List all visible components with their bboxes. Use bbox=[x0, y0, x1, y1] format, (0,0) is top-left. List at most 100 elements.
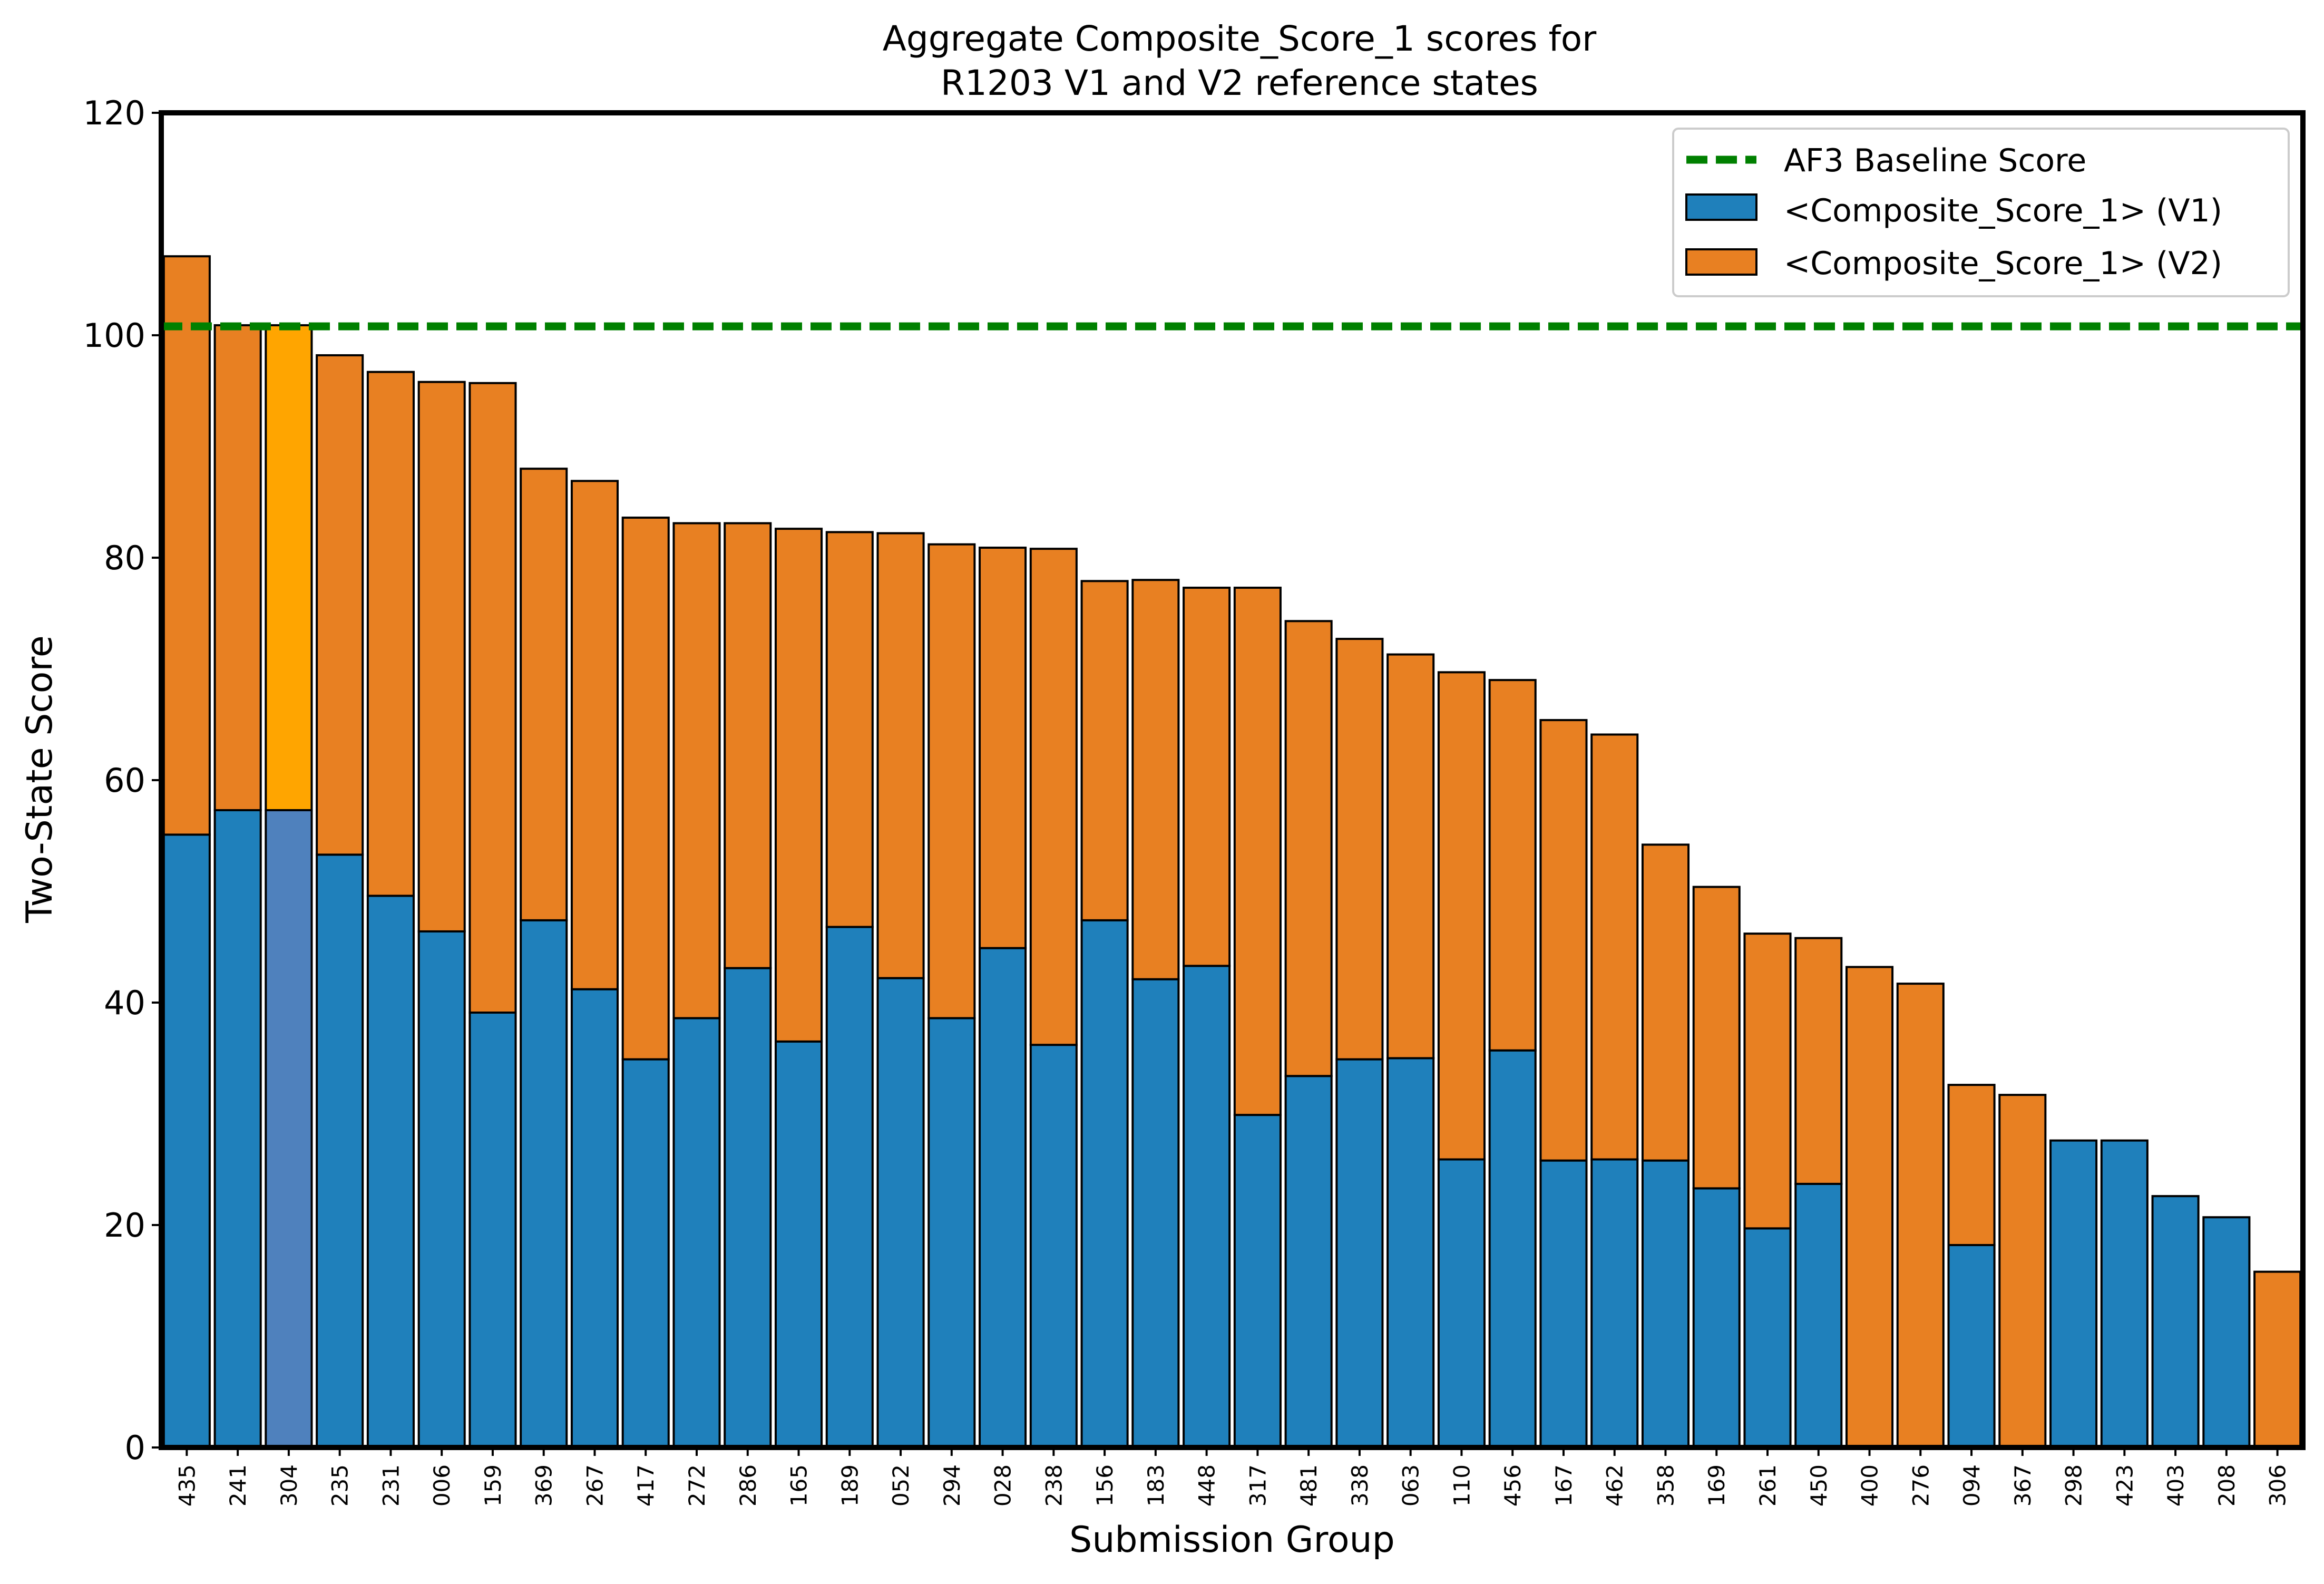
bar-v1-417 bbox=[621, 1058, 670, 1449]
plot-area-frame bbox=[159, 110, 2306, 1450]
x-tick-label: 159 bbox=[480, 1464, 506, 1507]
bar-v2-304 bbox=[265, 324, 313, 811]
bar-v1-448 bbox=[1183, 965, 1231, 1449]
bar-v2-261 bbox=[1743, 932, 1792, 1230]
bar-v1-006 bbox=[417, 930, 466, 1449]
x-tick-label: 276 bbox=[1908, 1464, 1934, 1507]
bar-v2-358 bbox=[1641, 843, 1690, 1162]
bar-v2-272 bbox=[672, 522, 721, 1019]
x-tick-label: 094 bbox=[1959, 1464, 1985, 1507]
bar-v2-400 bbox=[1845, 966, 1894, 1449]
y-tick-label: 0 bbox=[125, 1428, 145, 1467]
x-tick-label: 272 bbox=[684, 1464, 710, 1507]
x-tick-label: 167 bbox=[1551, 1464, 1577, 1507]
bar-v1-169 bbox=[1692, 1187, 1741, 1449]
x-tick-label: 238 bbox=[1041, 1464, 1067, 1507]
y-tick-label: 20 bbox=[104, 1206, 145, 1245]
x-tick-label: 156 bbox=[1092, 1464, 1118, 1507]
bar-v2-063 bbox=[1386, 653, 1435, 1060]
bar-v2-450 bbox=[1794, 937, 1843, 1185]
bar-v1-317 bbox=[1233, 1114, 1282, 1449]
x-tick-label: 231 bbox=[378, 1464, 404, 1507]
bar-v1-208 bbox=[2202, 1216, 2251, 1449]
bar-v1-294 bbox=[927, 1017, 976, 1449]
x-tick-label: 317 bbox=[1245, 1464, 1271, 1507]
x-tick-label: 481 bbox=[1296, 1464, 1322, 1507]
bar-v2-317 bbox=[1233, 586, 1282, 1116]
bar-v1-052 bbox=[876, 977, 925, 1449]
x-tick-label: 456 bbox=[1500, 1464, 1526, 1507]
bar-v2-110 bbox=[1437, 671, 1486, 1161]
bar-v1-435 bbox=[162, 833, 211, 1449]
bar-v1-063 bbox=[1386, 1057, 1435, 1449]
x-tick-label: 261 bbox=[1755, 1464, 1781, 1507]
x-tick-label: 400 bbox=[1857, 1464, 1883, 1507]
bar-v2-369 bbox=[520, 468, 568, 921]
bar-v1-156 bbox=[1080, 919, 1129, 1449]
bar-v2-241 bbox=[213, 324, 262, 811]
bar-v1-286 bbox=[724, 967, 772, 1449]
x-tick-label: 165 bbox=[786, 1464, 812, 1507]
bar-v1-261 bbox=[1743, 1227, 1792, 1449]
legend-frame bbox=[1672, 128, 2290, 297]
x-tick-label: 462 bbox=[1602, 1464, 1628, 1507]
legend-label-v2: <Composite_Score_1> (V2) bbox=[1784, 245, 2222, 282]
y-tick-label: 40 bbox=[104, 984, 145, 1022]
bar-v2-456 bbox=[1488, 679, 1537, 1052]
bar-v1-183 bbox=[1131, 978, 1180, 1449]
y-tick-label: 60 bbox=[104, 761, 145, 800]
y-axis: 0 20 40 60 80 100 120 bbox=[83, 94, 161, 1467]
bar-v1-358 bbox=[1641, 1159, 1690, 1449]
legend-label-baseline: AF3 Baseline Score bbox=[1784, 142, 2086, 179]
x-tick-label: 417 bbox=[633, 1464, 659, 1507]
x-tick-label: 235 bbox=[327, 1464, 353, 1507]
legend: AF3 Baseline Score <Composite_Score_1> (… bbox=[1672, 128, 2290, 297]
x-tick-label: 403 bbox=[2163, 1464, 2189, 1507]
legend-swatch-v1 bbox=[1685, 193, 1757, 221]
bar-v2-367 bbox=[1998, 1094, 2047, 1449]
bar-v1-267 bbox=[570, 988, 619, 1449]
x-tick-label: 294 bbox=[939, 1464, 965, 1507]
x-tick-label: 052 bbox=[888, 1464, 914, 1507]
x-tick-label: 189 bbox=[837, 1464, 863, 1507]
x-tick-label: 423 bbox=[2112, 1464, 2137, 1507]
x-tick-label: 298 bbox=[2061, 1464, 2087, 1507]
bar-v2-238 bbox=[1029, 548, 1078, 1046]
x-tick-label: 306 bbox=[2265, 1464, 2291, 1507]
bar-v2-094 bbox=[1947, 1084, 1996, 1246]
bar-v2-231 bbox=[366, 371, 415, 897]
bar-v2-481 bbox=[1284, 620, 1333, 1077]
bar-v1-189 bbox=[825, 926, 874, 1449]
bar-v2-156 bbox=[1080, 580, 1129, 921]
x-tick-label: 358 bbox=[1653, 1464, 1678, 1507]
bar-v2-169 bbox=[1692, 886, 1741, 1190]
bar-v2-286 bbox=[724, 522, 772, 969]
bar-v1-241 bbox=[213, 809, 262, 1449]
x-tick-label: 063 bbox=[1398, 1464, 1424, 1507]
bar-v2-267 bbox=[570, 480, 619, 990]
legend-swatch-v2 bbox=[1685, 248, 1757, 276]
bar-v1-298 bbox=[2049, 1139, 2098, 1449]
bar-v2-183 bbox=[1131, 579, 1180, 980]
bar-v1-338 bbox=[1335, 1058, 1384, 1449]
x-axis-label: Submission Group bbox=[1069, 1519, 1395, 1561]
x-tick-label: 448 bbox=[1194, 1464, 1220, 1507]
x-tick-label: 028 bbox=[990, 1464, 1016, 1507]
bar-v1-403 bbox=[2151, 1195, 2200, 1449]
bar-v1-462 bbox=[1590, 1158, 1639, 1449]
bar-v2-235 bbox=[316, 354, 364, 856]
bar-v1-165 bbox=[774, 1040, 823, 1449]
bar-v2-006 bbox=[417, 381, 466, 932]
bar-v1-110 bbox=[1437, 1158, 1486, 1449]
x-tick-label: 006 bbox=[429, 1464, 455, 1507]
bar-v2-028 bbox=[979, 547, 1027, 949]
bar-v1-238 bbox=[1029, 1044, 1078, 1449]
x-tick-label: 241 bbox=[225, 1464, 251, 1507]
x-axis: 435 241 304 235 231 006 159 369 267 417 272 286 165 1… bbox=[174, 1447, 2291, 1507]
x-tick-label: 267 bbox=[582, 1464, 608, 1507]
bar-v2-462 bbox=[1590, 733, 1639, 1161]
x-tick-label: 169 bbox=[1704, 1464, 1730, 1507]
x-tick-label: 183 bbox=[1143, 1464, 1169, 1507]
bar-v1-423 bbox=[2100, 1139, 2149, 1449]
